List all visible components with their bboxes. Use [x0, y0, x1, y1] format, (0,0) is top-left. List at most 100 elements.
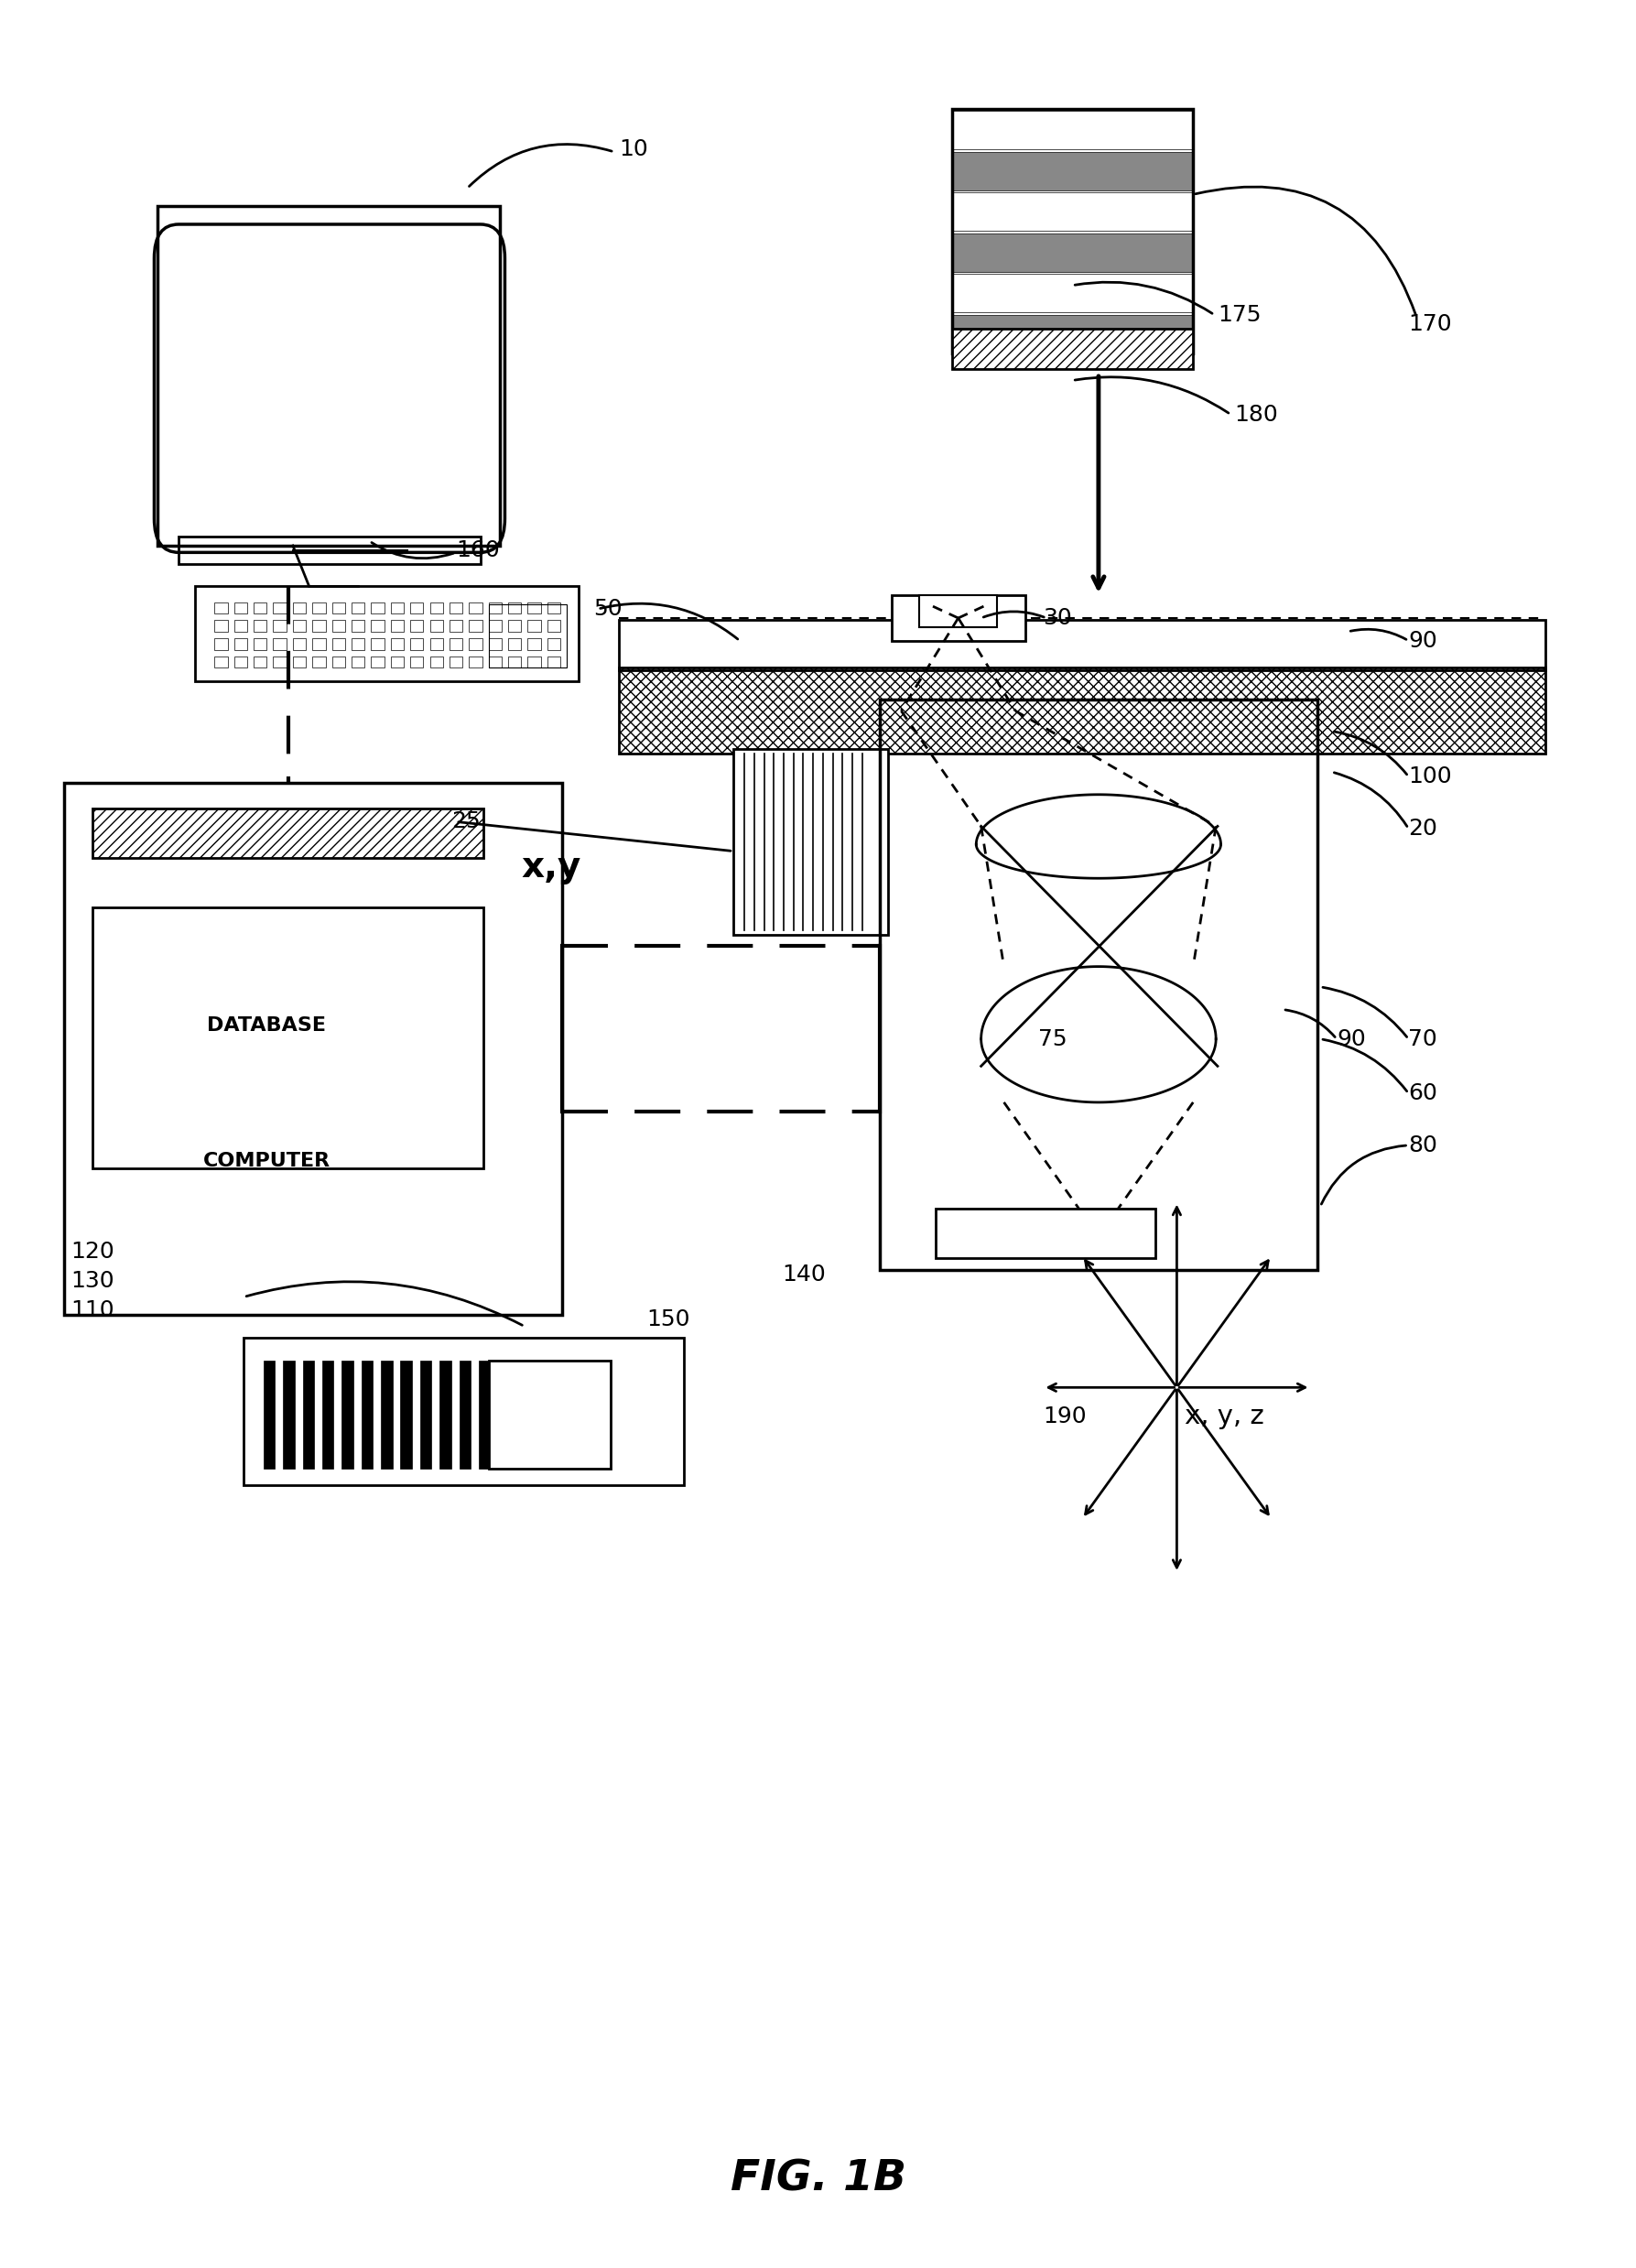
- Bar: [952, 111, 1193, 150]
- Bar: [548, 621, 560, 631]
- Bar: [548, 637, 560, 649]
- Bar: [411, 603, 424, 615]
- Bar: [892, 596, 1026, 640]
- Bar: [283, 1361, 294, 1470]
- Bar: [548, 655, 560, 667]
- Text: 20: 20: [1409, 816, 1438, 839]
- Bar: [450, 655, 463, 667]
- Bar: [157, 206, 501, 547]
- Bar: [352, 637, 365, 649]
- Bar: [450, 603, 463, 615]
- Bar: [352, 621, 365, 631]
- Bar: [64, 782, 561, 1315]
- Bar: [214, 603, 227, 615]
- Bar: [273, 603, 286, 615]
- Bar: [919, 596, 998, 628]
- Text: DATABASE: DATABASE: [208, 1016, 326, 1034]
- Bar: [312, 637, 326, 649]
- Bar: [509, 655, 522, 667]
- Bar: [548, 603, 560, 615]
- Bar: [489, 637, 502, 649]
- Bar: [430, 655, 443, 667]
- Bar: [332, 621, 345, 631]
- Bar: [936, 1209, 1155, 1259]
- Bar: [450, 621, 463, 631]
- Text: FIG. 1B: FIG. 1B: [730, 2159, 906, 2200]
- Bar: [92, 907, 484, 1168]
- Bar: [92, 807, 484, 857]
- Bar: [234, 637, 247, 649]
- Bar: [312, 655, 326, 667]
- Text: x,y: x,y: [522, 850, 581, 885]
- Text: 90: 90: [1409, 631, 1438, 651]
- Bar: [273, 655, 286, 667]
- Text: 90: 90: [1337, 1027, 1366, 1050]
- Bar: [952, 315, 1193, 354]
- Bar: [489, 603, 502, 615]
- Bar: [254, 621, 267, 631]
- Bar: [312, 603, 326, 615]
- Bar: [234, 603, 247, 615]
- Bar: [479, 1361, 491, 1470]
- Bar: [342, 1361, 353, 1470]
- Bar: [303, 1361, 314, 1470]
- Bar: [420, 1361, 432, 1470]
- Bar: [430, 621, 443, 631]
- Bar: [618, 621, 1546, 669]
- Bar: [254, 603, 267, 615]
- Bar: [381, 1361, 393, 1470]
- Bar: [332, 655, 345, 667]
- Text: 190: 190: [1044, 1406, 1086, 1429]
- Bar: [273, 637, 286, 649]
- Bar: [195, 587, 578, 680]
- Text: 50: 50: [592, 599, 622, 619]
- Bar: [470, 621, 483, 631]
- Bar: [733, 748, 888, 934]
- Bar: [450, 637, 463, 649]
- Bar: [528, 637, 542, 649]
- Bar: [322, 1361, 334, 1470]
- Bar: [411, 655, 424, 667]
- Bar: [371, 603, 384, 615]
- Text: 170: 170: [1409, 313, 1453, 336]
- Bar: [293, 637, 306, 649]
- Text: 75: 75: [1039, 1027, 1067, 1050]
- Bar: [411, 637, 424, 649]
- Bar: [254, 655, 267, 667]
- Bar: [470, 655, 483, 667]
- Text: 150: 150: [646, 1309, 690, 1331]
- Bar: [618, 667, 1546, 753]
- Text: 140: 140: [782, 1263, 826, 1286]
- Bar: [880, 699, 1317, 1270]
- Text: 175: 175: [1217, 304, 1261, 327]
- Bar: [352, 603, 365, 615]
- Bar: [391, 637, 404, 649]
- Bar: [528, 655, 542, 667]
- Bar: [411, 621, 424, 631]
- Bar: [332, 603, 345, 615]
- Bar: [528, 603, 542, 615]
- Text: 60: 60: [1409, 1082, 1438, 1105]
- Bar: [509, 621, 522, 631]
- Text: 80: 80: [1409, 1134, 1438, 1157]
- Bar: [293, 655, 306, 667]
- Bar: [430, 637, 443, 649]
- Bar: [430, 603, 443, 615]
- Bar: [952, 274, 1193, 313]
- Bar: [489, 1361, 610, 1470]
- Bar: [352, 655, 365, 667]
- Bar: [371, 621, 384, 631]
- Bar: [401, 1361, 412, 1470]
- Text: 30: 30: [1044, 608, 1072, 628]
- Bar: [499, 1361, 510, 1470]
- Bar: [489, 606, 566, 667]
- Bar: [214, 655, 227, 667]
- Bar: [293, 621, 306, 631]
- Text: 70: 70: [1409, 1027, 1438, 1050]
- Text: 100: 100: [1409, 767, 1453, 787]
- Bar: [293, 603, 306, 615]
- Bar: [254, 637, 267, 649]
- Bar: [244, 1338, 684, 1486]
- Text: x, y, z: x, y, z: [1184, 1404, 1265, 1429]
- Bar: [528, 621, 542, 631]
